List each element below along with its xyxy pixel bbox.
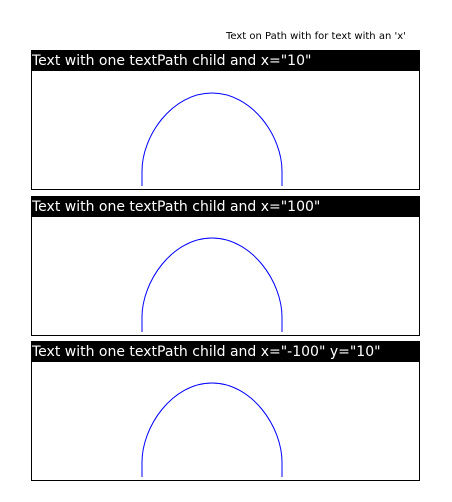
arch-path-graphic (141, 237, 283, 332)
test-panel-2: Text with one textPath child and x="100" (31, 196, 420, 336)
page-title: Text on Path with for text with an 'x' (226, 31, 406, 42)
arch-path (141, 92, 283, 186)
panel-header: Text with one textPath child and x="-100… (32, 342, 419, 362)
test-panel-1: Text with one textPath child and x="10" (31, 50, 420, 190)
test-panel-3: Text with one textPath child and x="-100… (31, 341, 420, 481)
arch-path (141, 237, 283, 332)
arch-path-graphic (141, 92, 283, 186)
panel-header: Text with one textPath child and x="100" (32, 197, 419, 217)
arch-path-graphic (141, 382, 283, 477)
arch-path (141, 382, 283, 477)
panel-header: Text with one textPath child and x="10" (32, 51, 419, 71)
